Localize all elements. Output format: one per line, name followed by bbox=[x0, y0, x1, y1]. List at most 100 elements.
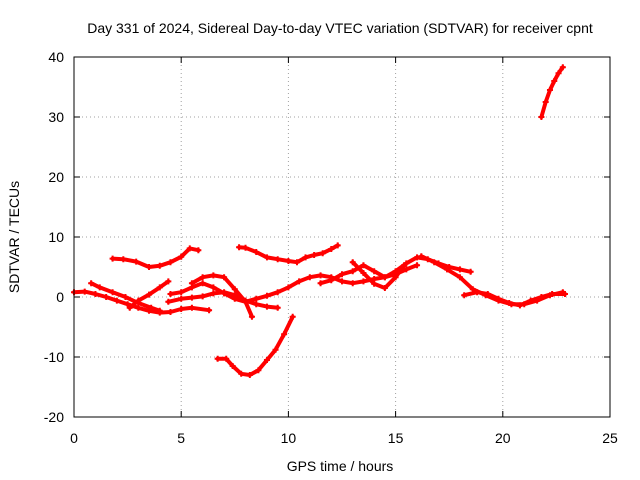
data-point bbox=[296, 278, 303, 285]
data-point bbox=[223, 355, 230, 362]
axis-ticks: 0 5 10 15 20 25 -20 -10 0 10 20 30 40 bbox=[44, 49, 618, 446]
data-point bbox=[178, 295, 185, 302]
data-point bbox=[371, 268, 378, 275]
data-point bbox=[96, 284, 103, 291]
data-point bbox=[210, 272, 217, 279]
data-point bbox=[165, 278, 172, 285]
x-tick-label: 10 bbox=[281, 430, 297, 446]
data-point bbox=[124, 301, 131, 308]
data-point bbox=[167, 291, 174, 297]
data-point bbox=[285, 284, 292, 291]
data-point bbox=[242, 244, 249, 251]
data-point bbox=[403, 266, 410, 273]
data-point bbox=[349, 259, 356, 266]
y-axis-label: SDTVAR / TECUs bbox=[6, 181, 22, 293]
y-tick-label: -10 bbox=[44, 349, 64, 365]
data-point bbox=[263, 357, 270, 363]
data-point bbox=[188, 280, 195, 287]
data-point bbox=[156, 262, 163, 269]
data-point bbox=[167, 259, 174, 266]
data-point bbox=[538, 114, 545, 120]
data-point bbox=[210, 290, 217, 297]
data-point bbox=[381, 285, 388, 291]
series-pass-13 bbox=[462, 290, 567, 308]
data-point bbox=[103, 294, 110, 300]
data-point bbox=[253, 301, 260, 308]
data-point bbox=[371, 280, 378, 287]
data-point bbox=[178, 253, 185, 260]
y-tick-label: 0 bbox=[56, 289, 64, 305]
data-point bbox=[236, 244, 243, 251]
data-point bbox=[126, 304, 133, 311]
x-tick-label: 15 bbox=[388, 430, 404, 446]
data-point bbox=[456, 274, 463, 281]
data-point bbox=[328, 246, 335, 252]
data-point bbox=[506, 300, 513, 306]
data-point bbox=[561, 291, 568, 297]
grid bbox=[74, 57, 610, 417]
data-point bbox=[253, 249, 260, 255]
data-point bbox=[92, 291, 99, 297]
data-point bbox=[122, 294, 129, 300]
data-point bbox=[306, 274, 313, 281]
data-series bbox=[71, 64, 568, 378]
data-point bbox=[551, 78, 558, 84]
series-pass-11 bbox=[350, 260, 407, 290]
data-point bbox=[281, 331, 288, 338]
data-point bbox=[109, 289, 116, 296]
data-point bbox=[242, 298, 249, 305]
data-point bbox=[88, 280, 95, 287]
data-point bbox=[555, 70, 562, 77]
data-point bbox=[186, 245, 193, 252]
data-point bbox=[431, 259, 438, 266]
data-point bbox=[401, 262, 408, 269]
data-point bbox=[289, 313, 296, 320]
x-tick-label: 20 bbox=[495, 430, 511, 446]
data-point bbox=[113, 297, 120, 304]
x-tick-label: 5 bbox=[177, 430, 185, 446]
data-point bbox=[133, 258, 140, 265]
data-point bbox=[146, 264, 153, 270]
series-pass-3 bbox=[110, 246, 201, 269]
data-point bbox=[109, 255, 116, 262]
data-point bbox=[214, 355, 221, 362]
data-point bbox=[221, 274, 228, 281]
data-point bbox=[263, 303, 270, 310]
data-point bbox=[467, 268, 474, 275]
data-point bbox=[484, 291, 491, 297]
data-point bbox=[263, 254, 270, 261]
data-point bbox=[444, 266, 451, 273]
data-point bbox=[339, 271, 345, 278]
data-point bbox=[542, 99, 549, 105]
data-point bbox=[349, 268, 356, 275]
data-point bbox=[246, 372, 253, 378]
x-tick-label: 0 bbox=[70, 430, 78, 446]
data-point bbox=[546, 87, 553, 93]
data-point bbox=[253, 295, 260, 302]
data-point bbox=[178, 289, 185, 296]
data-point bbox=[167, 309, 174, 315]
data-point bbox=[156, 307, 163, 314]
data-point bbox=[461, 292, 468, 299]
data-point bbox=[199, 293, 206, 300]
data-point bbox=[559, 64, 566, 71]
data-point bbox=[339, 278, 345, 285]
data-point bbox=[360, 278, 367, 285]
data-point bbox=[272, 346, 279, 353]
data-point bbox=[231, 292, 238, 299]
data-point bbox=[178, 306, 185, 312]
data-point bbox=[263, 292, 270, 299]
series-pass-9 bbox=[215, 314, 295, 377]
data-point bbox=[135, 297, 142, 304]
data-point bbox=[495, 295, 502, 302]
data-point bbox=[199, 274, 206, 281]
data-point bbox=[238, 370, 245, 377]
data-point bbox=[199, 280, 206, 287]
data-point bbox=[549, 291, 556, 297]
data-point bbox=[414, 254, 421, 261]
y-tick-label: 30 bbox=[48, 109, 64, 125]
data-point bbox=[360, 270, 367, 276]
data-point bbox=[311, 252, 318, 258]
y-tick-label: 10 bbox=[48, 229, 64, 245]
